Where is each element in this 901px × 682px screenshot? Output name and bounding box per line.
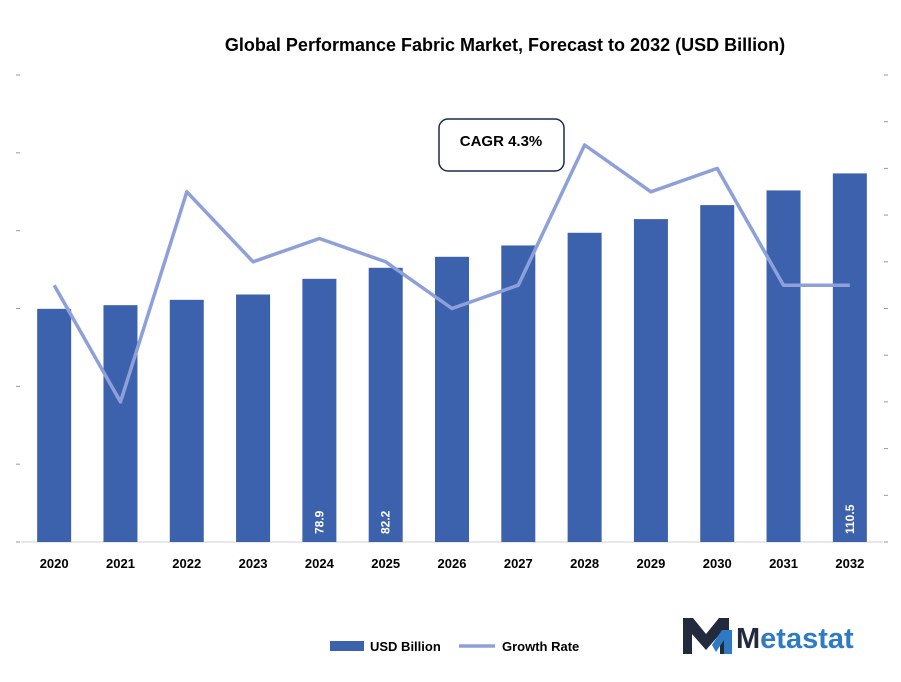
bar-2025 [368, 267, 403, 542]
bar-2023 [236, 294, 271, 542]
logo-text-rest: etastat [760, 623, 854, 655]
x-tick-label-2020: 2020 [40, 556, 69, 571]
bar-series [37, 173, 867, 543]
bar-2027 [501, 245, 536, 542]
bar-2024 [302, 278, 337, 542]
data-labels: 78.9 82.2 110.5 [312, 504, 856, 534]
legend-swatch-usd-billion [330, 641, 364, 651]
data-label-2024: 78.9 [312, 510, 326, 534]
bar-2021 [103, 305, 138, 542]
x-tick-label-2021: 2021 [106, 556, 135, 571]
cagr-annotation: CAGR 4.3% [438, 118, 565, 172]
logo-text-m: M [736, 623, 760, 655]
bar-2031 [766, 190, 801, 542]
x-tick-label-2032: 2032 [835, 556, 864, 571]
bar-2020 [37, 308, 72, 542]
x-axis-ticks: 2020 2021 2022 2023 2024 2025 2026 2027 2028 2029… [40, 556, 865, 571]
legend-label-usd-billion: USD Billion [370, 639, 441, 654]
legend-label-growth-rate: Growth Rate [502, 639, 579, 654]
chart-title: Global Performance Fabric Market, Foreca… [225, 35, 785, 55]
metastat-logo: Metastat [683, 618, 854, 655]
data-label-2025: 82.2 [379, 510, 393, 534]
growth-rate-series [52, 143, 850, 404]
bar-2028 [567, 232, 602, 542]
bar-2032 [832, 173, 867, 542]
bar-2030 [700, 205, 735, 543]
cagr-annotation-text: CAGR 4.3% [460, 133, 543, 150]
cagr-annotation-box [438, 118, 565, 172]
x-tick-label-2024: 2024 [305, 556, 335, 571]
x-tick-label-2029: 2029 [636, 556, 665, 571]
metastat-logo-mark [683, 618, 732, 654]
x-tick-label-2027: 2027 [504, 556, 533, 571]
x-tick-label-2023: 2023 [239, 556, 268, 571]
bar-2022 [169, 299, 204, 542]
x-tick-label-2026: 2026 [438, 556, 467, 571]
x-tick-label-2030: 2030 [703, 556, 732, 571]
x-tick-label-2022: 2022 [172, 556, 201, 571]
x-tick-label-2031: 2031 [769, 556, 798, 571]
growth-rate-line [52, 143, 850, 404]
metastat-logo-wordmark: Metastat [736, 623, 854, 655]
data-label-2032: 110.5 [843, 504, 857, 534]
bar-2029 [633, 219, 668, 543]
x-tick-label-2028: 2028 [570, 556, 599, 571]
legend: USD Billion Growth Rate [330, 639, 579, 654]
x-tick-label-2025: 2025 [371, 556, 400, 571]
